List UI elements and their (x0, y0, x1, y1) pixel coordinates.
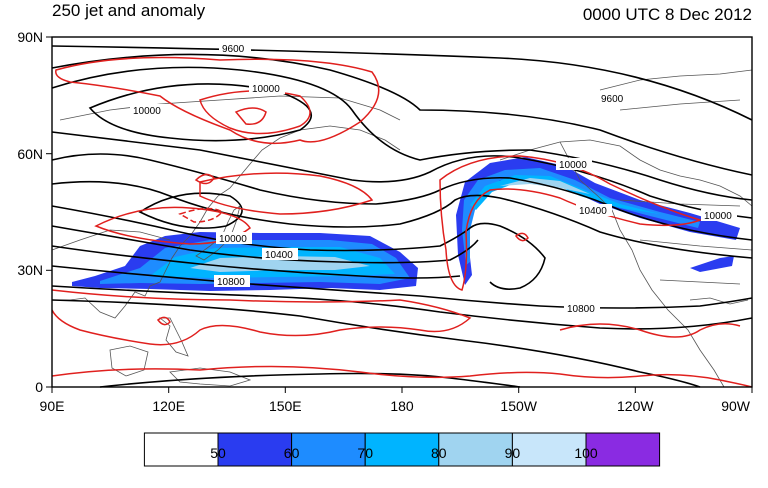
height-contour-11000 (51, 299, 701, 388)
coastline-newguinea (169, 367, 252, 387)
coastline-borneo (109, 345, 149, 377)
height-contours (51, 45, 753, 388)
anomaly-contour-low (94, 206, 251, 245)
lat-label-0: 0 (35, 379, 43, 395)
height-contour-9600b (51, 53, 753, 176)
colorbar-label: 90 (505, 445, 521, 461)
height-contour-10400b (51, 205, 546, 290)
anomaly-contour-low-dash (178, 207, 224, 223)
lon-label-120w: 120W (617, 398, 654, 414)
map-panel: 9600 10000 10000 9600 10000 10400 10000 … (51, 36, 753, 388)
anomaly-contour-small-2 (514, 232, 529, 242)
colorbar-swatch (585, 432, 661, 467)
longitude-axis (51, 387, 753, 393)
colorbar-label: 60 (284, 445, 300, 461)
colorbar-label: 50 (210, 445, 226, 461)
coastline-arctic (599, 69, 753, 111)
colorbar-swatch (291, 432, 366, 467)
anomaly-contour-central (199, 172, 374, 215)
colorbar-label: 100 (574, 445, 598, 461)
coastline-gulf (689, 297, 749, 305)
lon-label-120e: 120E (152, 398, 185, 414)
height-contour-10200 (51, 153, 753, 241)
colorbar-label: 80 (431, 445, 447, 461)
colorbar-swatch (217, 432, 293, 467)
coastline-asia (52, 125, 401, 319)
height-contour-10400a (51, 180, 753, 259)
height-contour-10800b (51, 285, 753, 330)
coastline-philippines (158, 317, 189, 357)
coastline-north-america (499, 139, 753, 388)
lon-label-180: 180 (390, 398, 414, 414)
contour-label: 10000 (252, 84, 280, 95)
contour-label: 10400 (579, 206, 607, 217)
anomaly-contour-south (51, 365, 753, 388)
height-contour-9800 (51, 66, 753, 201)
contour-label: 10000 (704, 211, 732, 222)
height-contour-10000b (51, 131, 753, 219)
jet-core-east-80 (500, 178, 590, 194)
colorbar (143, 432, 661, 467)
anomaly-contour-tropics (51, 289, 472, 346)
latitude-axis (46, 36, 52, 388)
height-contour-10600a (51, 225, 479, 264)
anomaly-contour-small-3 (156, 316, 171, 326)
lat-label-90n: 90N (17, 29, 43, 45)
height-contour-9600 (51, 45, 753, 121)
contour-label: 10000 (133, 106, 161, 117)
colorbar-label: 70 (357, 445, 373, 461)
anomaly-contour-small-1 (194, 173, 215, 185)
colorbar-swatch (438, 432, 513, 467)
contour-label: 9600 (601, 94, 624, 105)
contour-label-group: 9600 10000 10000 9600 10000 10400 10000 … (130, 42, 737, 315)
anomaly-contour-north (55, 56, 380, 145)
height-contour-10000a (88, 83, 312, 142)
anomaly-contours (51, 56, 753, 388)
contour-label: 10800 (567, 304, 595, 315)
colorbar-swatch (511, 432, 587, 467)
anomaly-contour-north-core (234, 107, 267, 125)
lat-label-30n: 30N (17, 262, 43, 278)
contour-label: 10400 (265, 250, 293, 261)
lon-label-90w: 90W (721, 398, 751, 414)
contour-label: 10000 (219, 234, 247, 245)
contour-label: 10000 (559, 160, 587, 171)
jet-patch-east (690, 256, 734, 272)
height-contour-10800a (51, 265, 753, 309)
lon-label-150w: 150W (500, 398, 537, 414)
height-contour-south (99, 372, 521, 388)
height-contour-10200-low (138, 192, 243, 229)
colorbar-swatch (364, 432, 440, 467)
anomaly-contour-south-east (559, 323, 741, 338)
colorbar-swatch (143, 432, 219, 467)
lon-label-150e: 150E (269, 398, 302, 414)
figure-title-left: 250 jet and anomaly (52, 1, 206, 20)
lat-label-60n: 60N (17, 146, 43, 162)
height-contour-10600b (51, 245, 461, 279)
jet-core-east-70 (470, 175, 660, 214)
lon-label-90e: 90E (40, 398, 65, 414)
contour-label: 9600 (222, 44, 245, 55)
figure-title-right: 0000 UTC 8 Dec 2012 (583, 5, 752, 24)
contour-label: 10800 (217, 277, 245, 288)
